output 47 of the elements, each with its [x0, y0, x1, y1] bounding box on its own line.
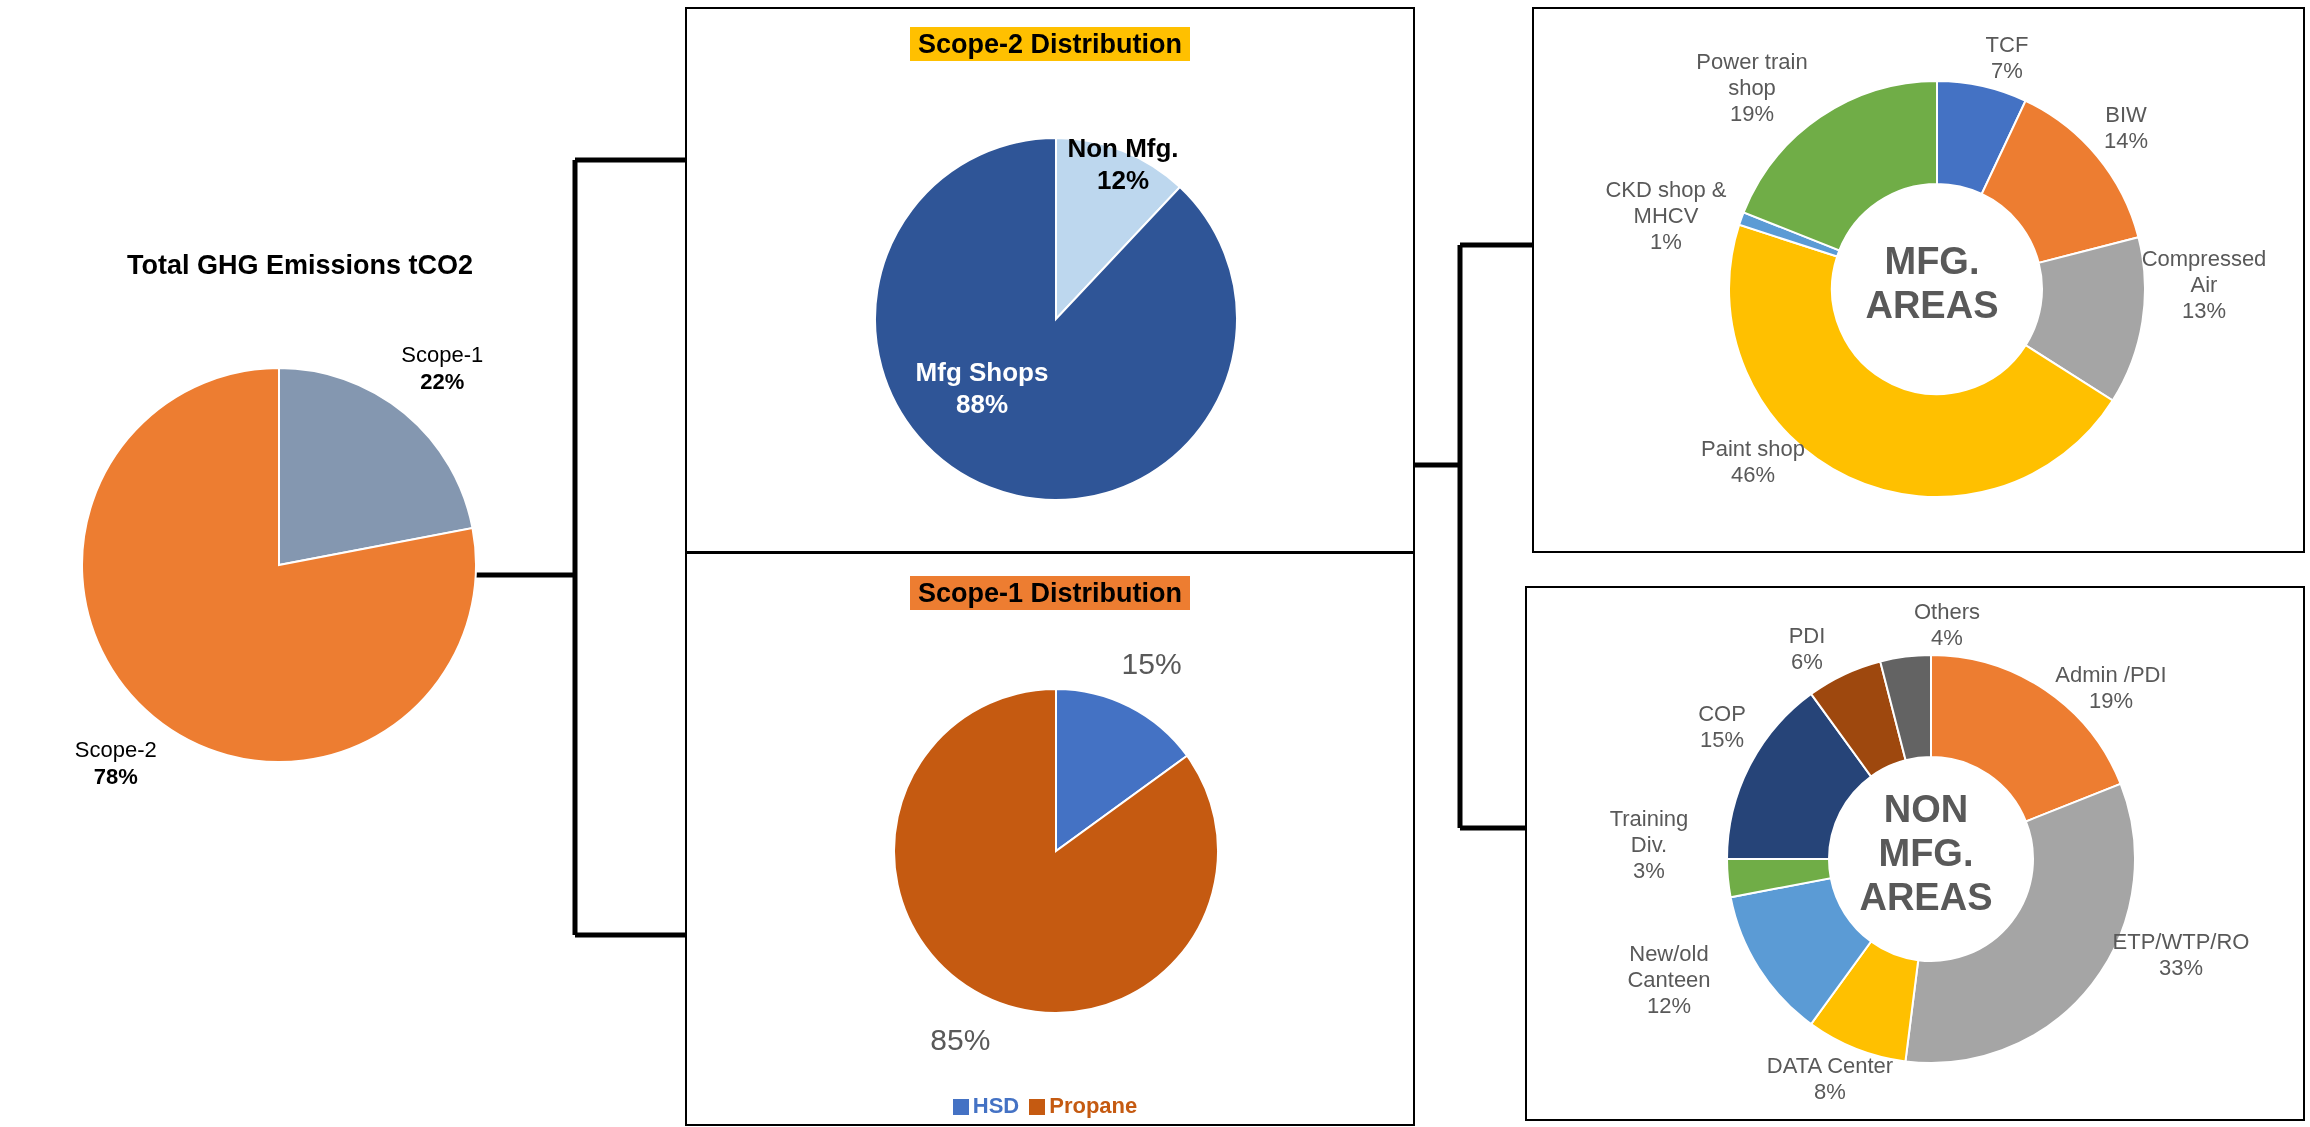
slice-label: Mfg Shops [915, 357, 1049, 388]
slice-label: Admin /PDI [2055, 661, 2167, 687]
data-label: 12% [1646, 992, 1692, 1018]
slice-label: ETP/WTP/RO [2112, 928, 2250, 954]
slice-label: Scope-2 [74, 736, 157, 762]
data-label: 22% [420, 368, 465, 394]
slice-label: Compressed Air [2141, 245, 2267, 297]
slice-label: PDI [1788, 622, 1826, 648]
slice-label: Scope-1 [401, 341, 484, 367]
slice-label: Training Div. [1609, 805, 1689, 857]
slice-label: COP [1698, 700, 1746, 726]
data-label: 78% [93, 763, 138, 789]
text: NON MFG. AREAS [1858, 787, 1994, 920]
chart-title: Scope-2 Distribution [909, 27, 1190, 61]
pie-slice [874, 137, 1238, 501]
slice-label: DATA Center [1766, 1052, 1894, 1078]
slice-label: New/old Canteen [1627, 940, 1711, 992]
chart-title: Total GHG Emissions tCO2 [125, 249, 475, 282]
data-label: 88% [955, 388, 1009, 419]
slice-label: Power train shop [1696, 48, 1808, 100]
data-label: 15% [1699, 726, 1745, 752]
data-label: 8% [1814, 1078, 1846, 1104]
slice-label: Paint shop [1701, 435, 1805, 461]
data-label: 4% [1931, 624, 1963, 650]
data-label: 19% [2088, 687, 2134, 713]
slice-label: Others [1913, 598, 1981, 624]
legend-label: Propane [1049, 1093, 1138, 1118]
text: MFG. AREAS [1864, 239, 2000, 328]
data-label: 85% [930, 1022, 991, 1056]
data-label: 7% [1991, 57, 2023, 83]
data-label: 33% [2158, 954, 2204, 980]
data-label: 3% [1633, 857, 1665, 883]
chart-title: Scope-1 Distribution [909, 576, 1190, 610]
legend-label: HSD [972, 1093, 1020, 1118]
data-label: 13% [2181, 297, 2227, 323]
slice-label: TCF [1985, 31, 2029, 57]
data-label: 14% [2103, 127, 2149, 153]
slice-label: CKD shop & MHCV [1605, 176, 1727, 228]
data-label: 1% [1650, 228, 1682, 254]
data-label: 12% [1096, 164, 1150, 195]
data-label: 46% [1730, 461, 1776, 487]
data-label: 15% [1121, 646, 1182, 680]
pie-slice [893, 688, 1219, 1014]
slice-label: BIW [2105, 101, 2147, 127]
slice-label: Non Mfg. [1067, 133, 1179, 164]
data-label: 19% [1729, 100, 1775, 126]
data-label: 6% [1791, 648, 1823, 674]
